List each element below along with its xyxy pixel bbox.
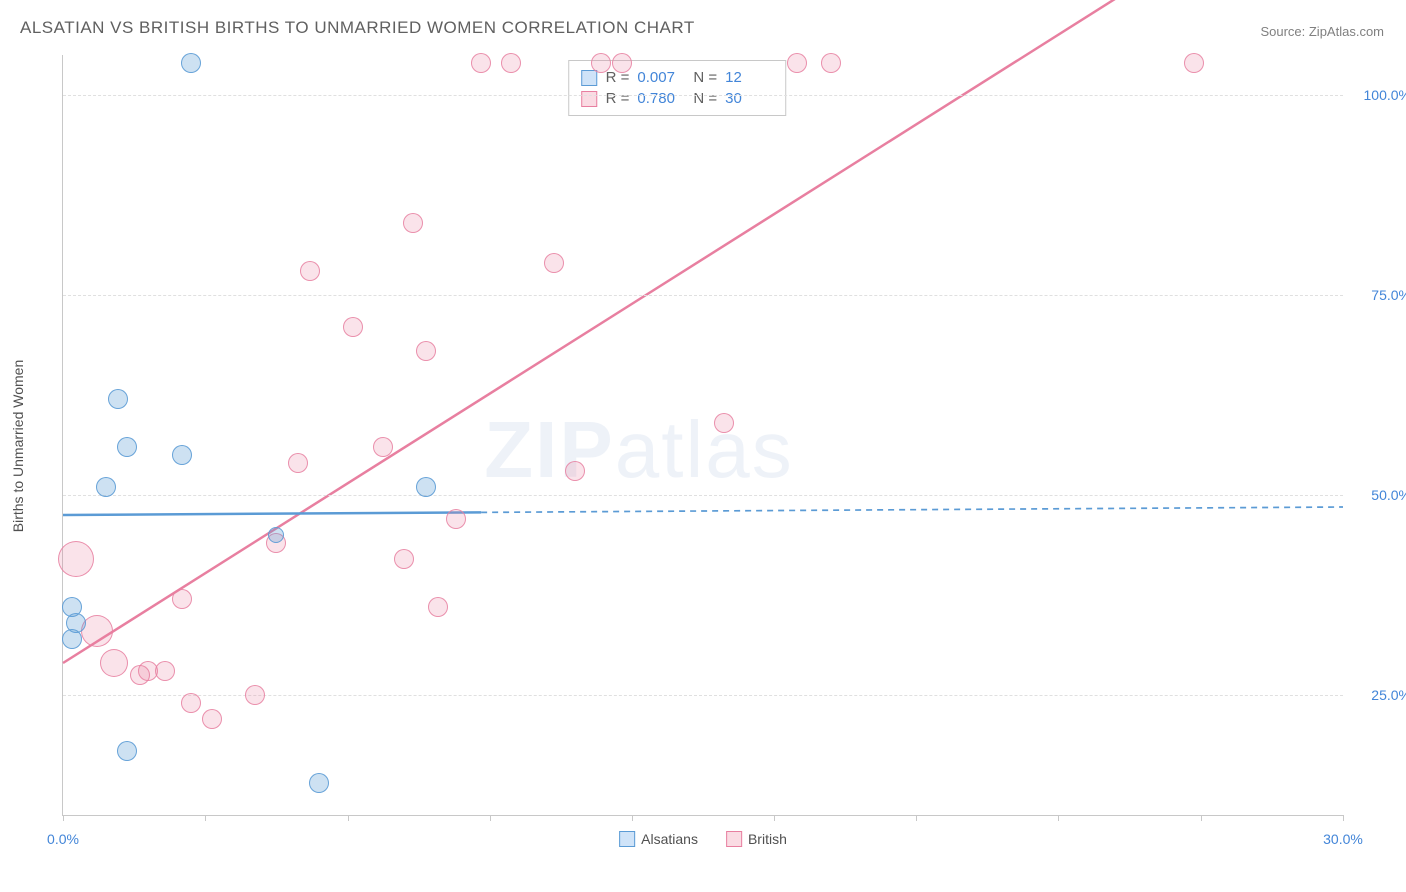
data-point-alsatians [117,437,137,457]
x-tick-mark [490,815,491,821]
data-point-british [821,53,841,73]
trendline-dashed [481,507,1343,512]
data-point-british [343,317,363,337]
data-point-british [428,597,448,617]
swatch-icon [582,91,598,107]
x-tick-mark [916,815,917,821]
x-tick-mark [632,815,633,821]
data-point-british [416,341,436,361]
x-tick-label: 0.0% [47,831,79,847]
chart-title: ALSATIAN VS BRITISH BIRTHS TO UNMARRIED … [20,18,695,38]
trendline-solid [63,512,481,515]
stat-value-n: 30 [725,90,773,107]
data-point-alsatians [181,53,201,73]
x-tick-label: 30.0% [1323,831,1363,847]
data-point-british [81,615,113,647]
plot-area: ZIPatlas R =0.007N =12R =0.780N =30 Alsa… [62,55,1343,816]
data-point-alsatians [66,613,86,633]
data-point-british [100,649,128,677]
data-point-alsatians [96,477,116,497]
data-point-alsatians [117,741,137,761]
data-point-british [245,685,265,705]
legend-label: British [748,831,787,847]
data-point-alsatians [108,389,128,409]
stat-label-n: N = [693,69,717,86]
stat-label-r: R = [606,90,630,107]
source-attribution: Source: ZipAtlas.com [1260,24,1384,39]
data-point-british [202,709,222,729]
gridline-h [63,95,1343,96]
data-point-british [446,509,466,529]
data-point-british [181,693,201,713]
data-point-british [394,549,414,569]
bottom-legend: Alsatians British [619,831,787,847]
y-tick-label: 50.0% [1371,487,1406,503]
data-point-alsatians [309,773,329,793]
data-point-alsatians [416,477,436,497]
data-point-british [714,413,734,433]
data-point-british [300,261,320,281]
data-point-british [288,453,308,473]
data-point-british [403,213,423,233]
y-axis-title: Births to Unmarried Women [10,360,26,532]
data-point-british [612,53,632,73]
data-point-british [501,53,521,73]
data-point-british [471,53,491,73]
stats-row: R = 0.780 N = 30 [582,88,774,109]
data-point-british [591,53,611,73]
y-tick-label: 25.0% [1371,687,1406,703]
data-point-british [787,53,807,73]
swatch-icon [619,831,635,847]
x-tick-mark [1058,815,1059,821]
swatch-icon [726,831,742,847]
gridline-h [63,295,1343,296]
x-tick-mark [348,815,349,821]
stat-label-n: N = [693,90,717,107]
y-tick-label: 100.0% [1364,87,1406,103]
data-point-british [172,589,192,609]
data-point-alsatians [172,445,192,465]
legend-item: Alsatians [619,831,698,847]
stats-row: R =0.007N =12 [582,67,774,88]
x-tick-mark [1201,815,1202,821]
data-point-british [565,461,585,481]
legend-label: Alsatians [641,831,698,847]
stat-value-r: 0.780 [637,90,685,107]
data-point-british [373,437,393,457]
x-tick-mark [63,815,64,821]
data-point-british [1184,53,1204,73]
x-tick-mark [1343,815,1344,821]
legend-item: British [726,831,787,847]
data-point-british [155,661,175,681]
stat-value-r: 0.007 [637,69,685,86]
data-point-british [544,253,564,273]
x-tick-mark [205,815,206,821]
stat-value-n: 12 [725,69,773,86]
data-point-alsatians [268,527,284,543]
data-point-british [58,541,94,577]
x-tick-mark [774,815,775,821]
gridline-h [63,495,1343,496]
y-tick-label: 75.0% [1371,287,1406,303]
